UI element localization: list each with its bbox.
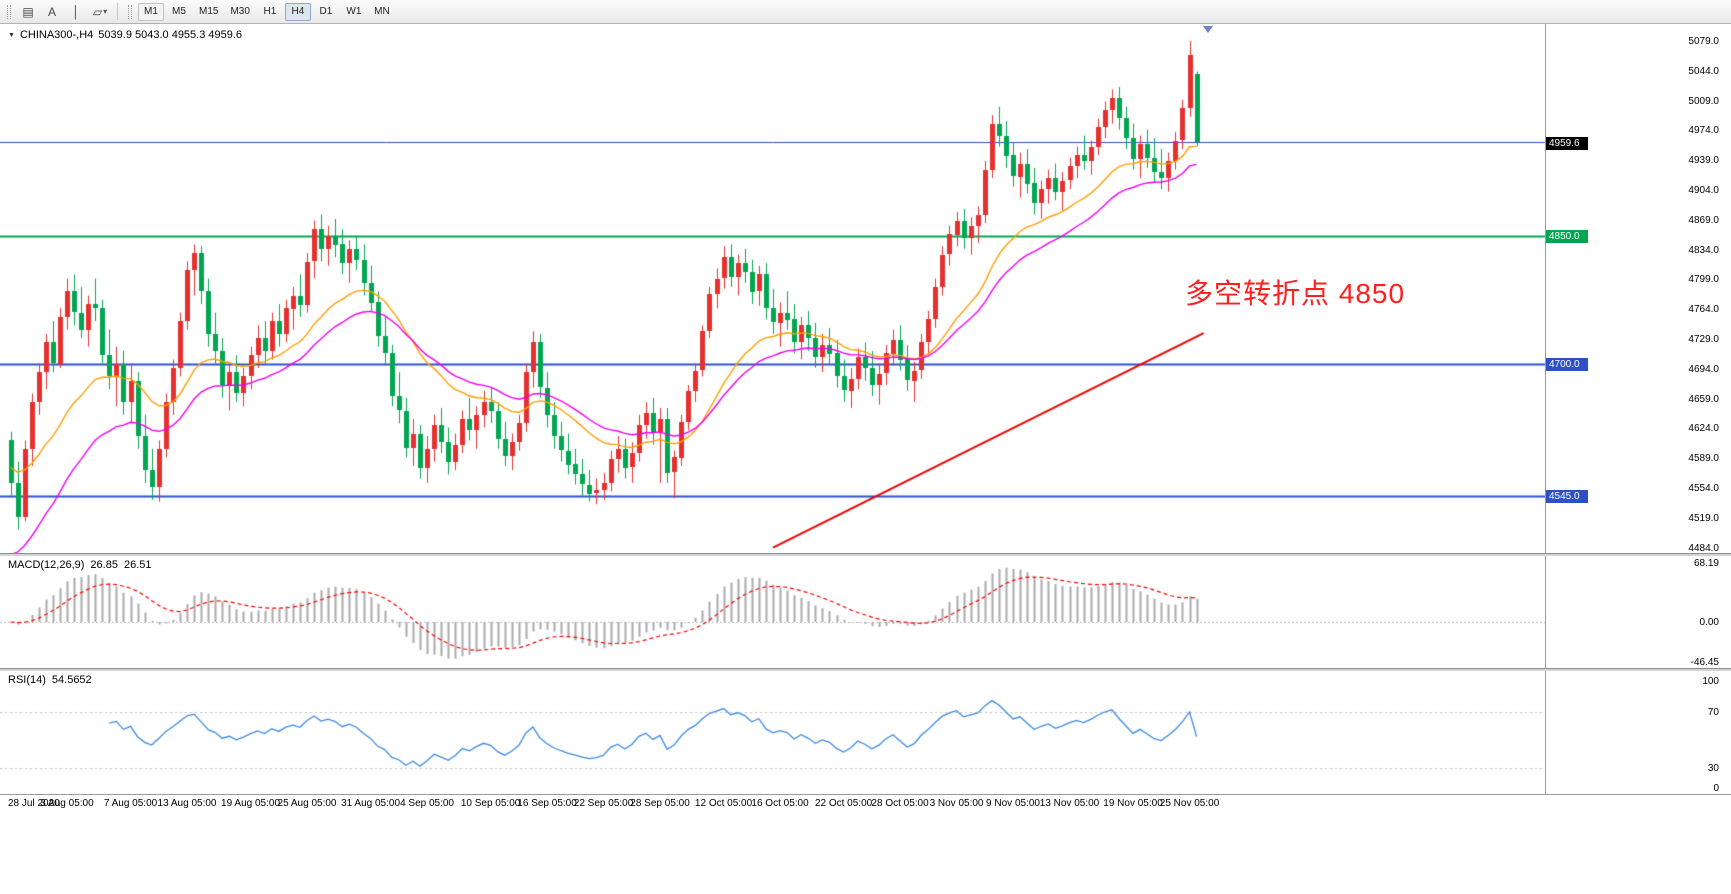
chart-title: ▼ CHINA300-,H4 5039.9 5043.0 4955.3 4959… bbox=[8, 29, 242, 41]
timeframe-button-H1[interactable]: H1 bbox=[263, 6, 277, 17]
date-tick-label: 13 Nov 05:00 bbox=[1039, 798, 1100, 809]
date-tick-label: 9 Nov 05:00 bbox=[986, 798, 1040, 809]
date-tick-label: 3 Aug 05:00 bbox=[40, 798, 94, 809]
price-tick-label: 4659.0 bbox=[1688, 393, 1719, 405]
price-tick-label: 5044.0 bbox=[1688, 65, 1719, 77]
price-tick-label: 4554.0 bbox=[1688, 483, 1719, 494]
price-tick-label: 4589.0 bbox=[1688, 453, 1719, 465]
date-tick-label: 28 Oct 05:00 bbox=[871, 798, 929, 809]
timeframe-button-D1[interactable]: D1 bbox=[319, 6, 333, 17]
date-tick-label: 16 Sep 05:00 bbox=[517, 798, 577, 809]
toolbar-grip[interactable] bbox=[128, 4, 132, 19]
timeframe-button-M15[interactable]: M15 bbox=[199, 6, 219, 17]
macd-indicator-label: MACD(12,26,9) 26.85 26.51 bbox=[8, 559, 151, 571]
date-tick-label: 3 Nov 05:00 bbox=[929, 798, 984, 809]
rsi-tick-label: 0 bbox=[1713, 783, 1719, 794]
timeframe-button-M1[interactable]: M1 bbox=[138, 2, 164, 21]
timeframe-button-MN[interactable]: MN bbox=[374, 6, 390, 17]
date-tick-label: 13 Aug 05:00 bbox=[157, 798, 217, 809]
toolbar-grip[interactable] bbox=[7, 4, 11, 19]
macd-tick-label: -46.45 bbox=[1690, 657, 1719, 669]
chart-annotation-text: 多空转折点 4850 bbox=[1185, 278, 1406, 309]
rsi-tick-label: 30 bbox=[1707, 763, 1719, 774]
text-label-button[interactable]: A bbox=[47, 4, 56, 19]
price-tick-label: 4519.0 bbox=[1688, 512, 1719, 524]
symbol-period-label: CHINA300-,H4 bbox=[19, 29, 94, 41]
price-badge: 4700.0 bbox=[1546, 357, 1588, 371]
ohlc-values-label: 5039.9 5043.0 4955.3 4959.6 bbox=[98, 29, 243, 41]
price-tick-label: 4939.0 bbox=[1688, 155, 1719, 167]
date-tick-label: 10 Sep 05:00 bbox=[460, 798, 521, 809]
price-tick-label: 4869.0 bbox=[1688, 214, 1719, 226]
price-tick-label: 4484.0 bbox=[1688, 542, 1719, 554]
date-tick-label: 25 Aug 05:00 bbox=[277, 798, 337, 809]
collapse-triangle-icon[interactable]: ▼ bbox=[8, 31, 15, 39]
date-tick-label: 28 Sep 05:00 bbox=[630, 798, 690, 809]
vertical-line-button[interactable]: │ bbox=[72, 4, 80, 19]
chart-shift-marker-icon[interactable] bbox=[1203, 26, 1213, 33]
date-tick-label: 22 Oct 05:00 bbox=[814, 798, 873, 809]
timeframe-button-H4[interactable]: H4 bbox=[284, 2, 311, 21]
timeframe-button-M5[interactable]: M5 bbox=[172, 6, 186, 17]
rsi-tick-label: 70 bbox=[1707, 707, 1719, 718]
macd-tick-label: 68.19 bbox=[1693, 558, 1719, 569]
panel-separator-rsi[interactable] bbox=[0, 668, 1731, 671]
date-tick-label: 7 Aug 05:00 bbox=[103, 798, 158, 809]
price-badge: 4959.6 bbox=[1546, 136, 1588, 150]
price-tick-label: 5079.0 bbox=[1688, 36, 1719, 47]
date-tick-label: 25 Nov 05:00 bbox=[1159, 798, 1220, 809]
rsi-value: 54.5652 bbox=[51, 674, 92, 686]
timeframe-button-M30[interactable]: M30 bbox=[230, 6, 250, 17]
date-tick-label: 19 Nov 05:00 bbox=[1103, 798, 1163, 809]
toolbar: ▤ A │ ▱ ▾ M1 M5 M15 M30 H1 H4 D1 W1 MN bbox=[0, 0, 1731, 24]
price-tick-label: 4694.0 bbox=[1688, 363, 1719, 375]
price-tick-label: 4904.0 bbox=[1688, 185, 1719, 196]
macd-tick-label: 0.00 bbox=[1699, 617, 1719, 628]
date-tick-label: 22 Sep 05:00 bbox=[573, 798, 634, 809]
timeframe-button-W1[interactable]: W1 bbox=[346, 6, 362, 17]
date-tick-label: 4 Sep 05:00 bbox=[400, 798, 454, 809]
rsi-tick-label: 100 bbox=[1702, 676, 1719, 687]
rsi-panel-canvas[interactable] bbox=[0, 671, 1545, 794]
shapes-dropdown-button[interactable]: ▱ ▾ bbox=[92, 4, 108, 19]
price-badge: 4545.0 bbox=[1546, 489, 1588, 503]
price-tick-label: 4834.0 bbox=[1688, 244, 1719, 256]
price-axis-line bbox=[1545, 24, 1546, 794]
price-badge: 4850.0 bbox=[1546, 229, 1588, 243]
rsi-name: RSI(14) bbox=[8, 674, 46, 686]
main-chart-canvas[interactable] bbox=[0, 24, 1545, 554]
price-tick-label: 4729.0 bbox=[1688, 334, 1719, 345]
macd-signal-value: 26.51 bbox=[123, 559, 152, 571]
price-tick-label: 4624.0 bbox=[1688, 423, 1719, 435]
date-tick-label: 12 Oct 05:00 bbox=[694, 798, 753, 809]
toolbar-separator bbox=[117, 3, 118, 20]
macd-main-value: 26.85 bbox=[90, 559, 118, 571]
price-tick-label: 4799.0 bbox=[1688, 274, 1719, 286]
rsi-indicator-label: RSI(14) 54.5652 bbox=[8, 674, 92, 686]
macd-name: MACD(12,26,9) bbox=[8, 559, 85, 571]
date-tick-label: 28 Jul 2020 bbox=[8, 798, 60, 809]
price-tick-label: 4764.0 bbox=[1688, 304, 1719, 316]
dropdown-caret-icon: ▾ bbox=[103, 7, 108, 16]
macd-panel-canvas[interactable] bbox=[0, 556, 1545, 668]
price-tick-label: 5009.0 bbox=[1688, 95, 1719, 107]
time-axis-line bbox=[0, 794, 1731, 795]
panel-separator-macd[interactable] bbox=[0, 553, 1731, 556]
price-tick-label: 4974.0 bbox=[1688, 125, 1719, 137]
date-tick-label: 16 Oct 05:00 bbox=[751, 798, 809, 809]
date-tick-label: 31 Aug 05:00 bbox=[341, 798, 401, 809]
chart-grid-button[interactable]: ▤ bbox=[22, 4, 34, 19]
date-tick-label: 19 Aug 05:00 bbox=[221, 798, 281, 809]
